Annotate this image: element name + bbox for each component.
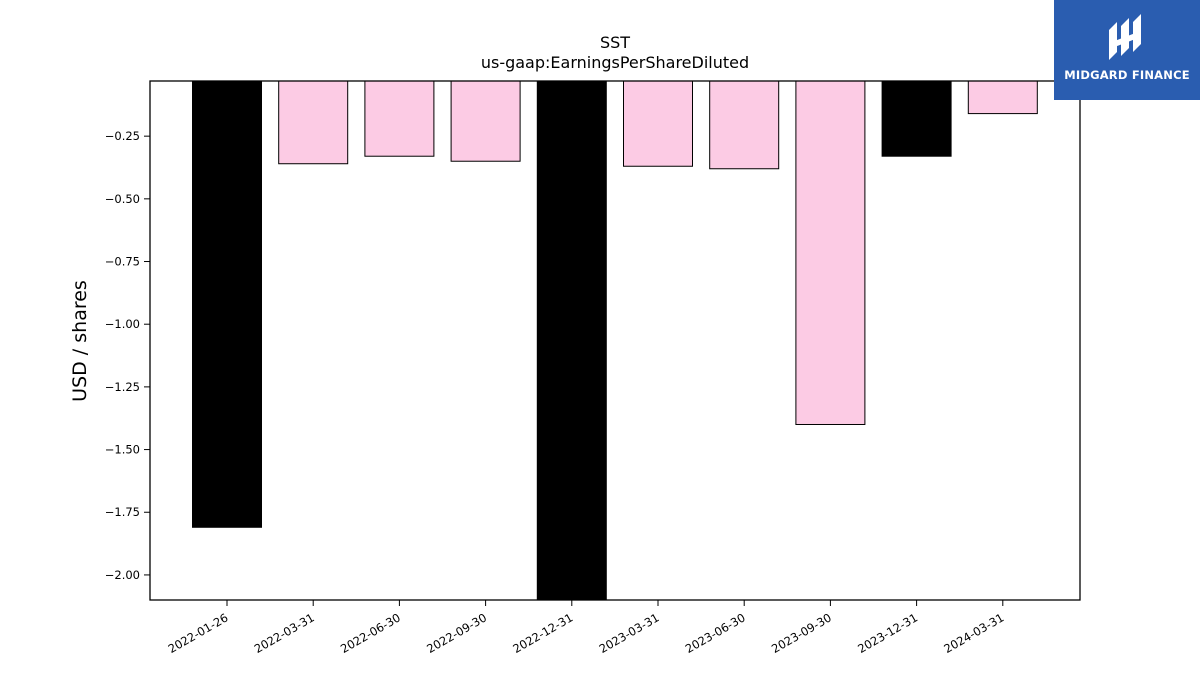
x-tick-label: 2022-09-30 [424, 610, 489, 656]
x-tick-label: 2023-09-30 [769, 610, 834, 656]
x-tick-label: 2022-12-31 [510, 610, 575, 656]
x-tick-label: 2024-03-31 [941, 610, 1006, 656]
bar-2022-09-30 [450, 80, 521, 162]
brand-logo: MIDGARD FINANCE [1054, 0, 1200, 100]
chart-title: SST [600, 33, 630, 52]
bars-group [192, 80, 1038, 601]
brand-name: MIDGARD FINANCE [1064, 68, 1190, 82]
bar-2023-12-31 [881, 80, 952, 157]
x-tick-label: 2023-06-30 [683, 610, 748, 656]
y-tick-label: −0.75 [105, 255, 140, 269]
y-tick-label: −1.75 [105, 505, 140, 519]
bar-2022-06-30 [364, 80, 435, 157]
y-tick-label: −0.25 [105, 129, 140, 143]
x-tick-label: 2022-06-30 [338, 610, 403, 656]
y-tick-label: −0.50 [105, 192, 140, 206]
bar-2022-12-31 [536, 80, 607, 601]
y-tick-label: −2.00 [105, 568, 140, 582]
x-tick-label: 2022-01-26 [166, 610, 231, 656]
x-tick-label: 2023-03-31 [597, 610, 662, 656]
bar-2024-03-31 [967, 80, 1038, 115]
bar-2022-03-31 [278, 80, 349, 165]
bar-2023-06-30 [709, 80, 780, 170]
x-tick-label: 2022-03-31 [252, 610, 317, 656]
bar-2022-01-26 [192, 80, 262, 528]
y-axis-ticks: −0.25 −0.50 −0.75 −1.00 −1.25 −1.50 −1.75 −2.00 [105, 129, 150, 582]
plot-frame [149, 80, 1081, 601]
y-tick-label: −1.25 [105, 380, 140, 394]
x-tick-label: 2023-12-31 [855, 610, 920, 656]
bar-2023-03-31 [623, 80, 693, 167]
x-axis-ticks: 2022-01-26 2022-03-31 2022-06-30 2022-09-30… [166, 600, 1006, 656]
y-axis-label: USD / shares [69, 280, 91, 402]
y-tick-label: −1.00 [105, 317, 140, 331]
midgard-logo-icon [1109, 14, 1141, 60]
chart-subtitle: us-gaap:EarningsPerShareDiluted [481, 53, 749, 72]
bar-2023-09-30 [795, 80, 866, 425]
y-tick-label: −1.50 [105, 443, 140, 457]
